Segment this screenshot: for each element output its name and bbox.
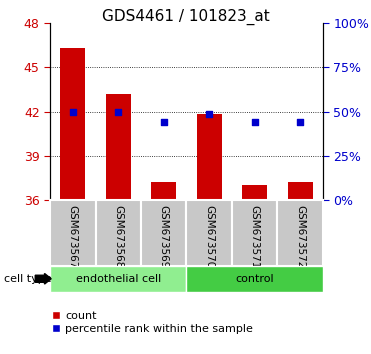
Bar [197,114,221,200]
Bar [60,48,85,200]
Bar [288,182,312,200]
Point [115,109,121,114]
Legend: count, percentile rank within the sample: count, percentile rank within the sample [52,311,253,334]
Point [70,109,76,114]
Text: GSM673567: GSM673567 [68,205,78,269]
Text: GSM673568: GSM673568 [113,205,123,269]
Bar [242,185,267,200]
Text: GSM673569: GSM673569 [159,205,169,269]
Text: control: control [235,274,274,284]
Text: GSM673572: GSM673572 [295,205,305,269]
Point [161,119,167,125]
Point [297,119,303,125]
Text: GDS4461 / 101823_at: GDS4461 / 101823_at [102,9,269,25]
Point [252,119,257,125]
Text: GSM673571: GSM673571 [250,205,260,269]
Bar [151,182,176,200]
Point [206,111,212,116]
Bar [106,94,131,200]
Text: endothelial cell: endothelial cell [76,274,161,284]
Text: cell type: cell type [4,274,51,284]
Text: GSM673570: GSM673570 [204,205,214,268]
